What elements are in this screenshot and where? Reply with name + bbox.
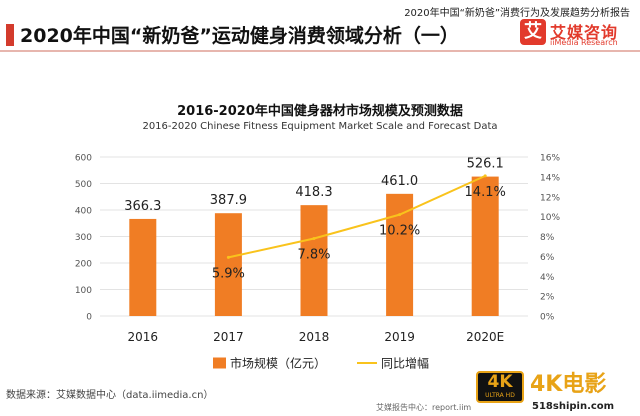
data-source: 数据来源：艾媒数据中心（data.iimedia.cn） (6, 390, 214, 401)
watermark-badge: 4K ULTRA HD (476, 371, 524, 403)
bar-market-scale (471, 176, 499, 316)
line-yoy-growth (228, 174, 486, 259)
watermark-badge-top: 4K (487, 372, 513, 392)
y-right-tick-label: 14% (540, 173, 560, 183)
footer-note: 艾媒报告中心：report.iim (376, 403, 472, 412)
bar-value-label: 526.1 (467, 157, 504, 172)
logo-subtext: iiMedia Research (550, 38, 618, 47)
logo-text: 艾媒咨询 (550, 23, 619, 42)
legend-label-market-scale: 市场规模（亿元） (230, 356, 326, 371)
y-left-tick-label: 300 (75, 233, 92, 243)
bar-value-label: 366.3 (124, 199, 161, 214)
bar-value-label: 461.0 (381, 174, 418, 189)
y-right-tick-label: 10% (540, 213, 560, 223)
chart-subtitle: 2016-2020 Chinese Fitness Equipment Mark… (142, 121, 498, 132)
x-tick-label: 2020E (466, 330, 504, 344)
y-right-tick-label: 2% (540, 293, 555, 303)
bar-value-label: 418.3 (295, 185, 332, 200)
report-series-tag: 2020年中国“新奶爸”消费行为及发展趋势分析报告 (404, 8, 630, 19)
y-right-tick-label: 16% (540, 154, 560, 164)
y-left-tick-label: 100 (75, 286, 92, 296)
x-tick-label: 2017 (213, 330, 244, 344)
y-left-tick-label: 600 (75, 154, 92, 164)
line-value-label: 10.2% (379, 224, 420, 239)
title-accent-bar (6, 24, 14, 46)
line-point-yoy-growth (398, 213, 402, 217)
y-right-tick-label: 8% (540, 233, 555, 243)
brand-logo: 艾 艾媒咨询 iiMedia Research (520, 19, 636, 49)
watermark-url: 518shipin.com (532, 401, 615, 412)
bar-market-scale (386, 193, 414, 316)
line-value-label: 5.9% (212, 266, 245, 281)
y-right-tick-label: 6% (540, 253, 555, 263)
x-tick-label: 2018 (299, 330, 330, 344)
logo-mark-icon: 艾 (520, 19, 546, 45)
bar-value-label: 387.9 (210, 193, 247, 208)
watermark-text: 4K电影 (530, 372, 607, 397)
bar-market-scale (300, 205, 328, 316)
chart-title: 2016-2020年中国健身器材市场规模及预测数据 (177, 104, 463, 119)
line-value-label: 14.1% (465, 185, 506, 200)
legend-label-yoy-growth: 同比增幅 (381, 356, 429, 371)
legend-swatch-market-scale (213, 357, 226, 369)
line-point-yoy-growth (483, 174, 487, 178)
bar-market-scale (214, 213, 242, 316)
page-title: 2020年中国“新奶爸”运动健身消费领域分析（一） (20, 25, 459, 47)
header-divider (0, 50, 640, 52)
line-value-label: 7.8% (297, 247, 330, 262)
line-point-yoy-growth (226, 255, 230, 259)
y-right-tick-label: 0% (540, 313, 555, 323)
y-left-tick-label: 0 (86, 313, 92, 323)
y-right-tick-label: 4% (540, 273, 555, 283)
market-scale-chart: 0 100 200 300 400 500 600 0% 2% 4% 6% 8% 10% 12% 14% 16… (75, 154, 561, 371)
x-tick-label: 2016 (128, 330, 159, 344)
watermark-badge-bottom: ULTRA HD (485, 392, 515, 399)
line-point-yoy-growth (312, 236, 316, 240)
bar-market-scale (129, 218, 157, 316)
y-left-tick-label: 500 (75, 180, 92, 190)
y-left-tick-label: 200 (75, 260, 92, 270)
watermark: 4K ULTRA HD 4K电影 518shipin.com (476, 371, 638, 415)
y-left-tick-label: 400 (75, 207, 92, 217)
x-tick-label: 2019 (384, 330, 415, 344)
y-right-tick-label: 12% (540, 193, 560, 203)
